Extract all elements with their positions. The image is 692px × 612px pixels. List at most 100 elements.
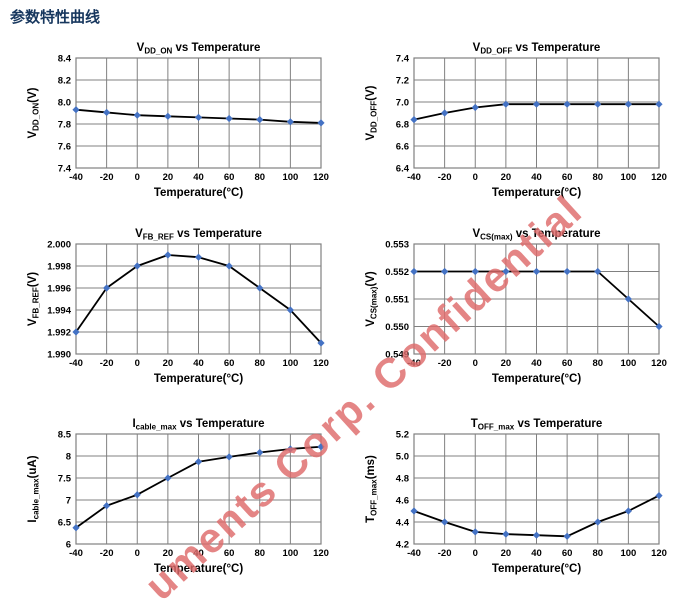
x-tick-label: 20	[163, 358, 174, 369]
plot-area	[413, 243, 660, 355]
y-tick-label: 7.4	[58, 164, 72, 175]
x-tick-label: 100	[620, 358, 636, 369]
x-tick-label: 40	[531, 358, 542, 369]
y-tick-label: 4.6	[396, 496, 409, 507]
x-tick-label: 0	[135, 172, 140, 183]
x-tick-label: -40	[69, 358, 83, 369]
x-tick-label: 40	[193, 358, 204, 369]
chart-vfb-ref: 1.990 1.992 1.994 1.996 1.998 2.000 -40 -20 0 20 4…	[14, 224, 344, 386]
x-axis-label: Temperature(°C)	[492, 187, 582, 199]
chart-vfb-ref-svg: 1.990 1.992 1.994 1.996 1.998 2.000 -40 -20 0 20 4…	[27, 228, 329, 385]
y-tick-label: 7.2	[396, 76, 409, 87]
x-tick-label: 80	[592, 172, 603, 183]
x-tick-label: 20	[163, 172, 174, 183]
data-marker	[286, 445, 294, 453]
x-tick-label: 120	[313, 172, 329, 183]
x-tick-label: 40	[531, 548, 542, 559]
data-marker	[133, 111, 141, 119]
data-marker	[594, 518, 602, 526]
y-axis-label: VCS(max)(V)	[365, 271, 379, 327]
x-tick-label: -20	[100, 358, 114, 369]
data-marker	[103, 284, 111, 292]
data-marker	[103, 108, 111, 117]
data-marker	[225, 453, 233, 461]
data-marker	[594, 100, 602, 108]
chart-vcs-max-svg: 0.549 0.550 0.551 0.552 0.553 -40 -20 0 20 40 60 80…	[365, 228, 667, 385]
x-tick-label: 0	[473, 548, 478, 559]
y-tick-label: 6.8	[396, 120, 409, 131]
y-tick-label: 5.2	[396, 430, 409, 441]
chart-vdd-off-svg: 6.4 6.6 6.8 7.0 7.2 7.4 -40 -20 0 20 40 60 80 100 120 V…	[365, 42, 667, 199]
data-marker	[502, 530, 510, 538]
x-tick-label: 20	[501, 548, 512, 559]
data-marker	[410, 116, 418, 124]
data-marker	[441, 109, 449, 117]
data-marker	[441, 518, 449, 526]
x-tick-label: 0	[135, 358, 140, 369]
datasheet-page: { "page": { "heading": "参数特性曲线" }, "wate…	[10, 9, 682, 610]
y-tick-label: 6.5	[58, 518, 72, 529]
chart-vcs-max: 0.549 0.550 0.551 0.552 0.553 -40 -20 0 20 40 60 80…	[352, 224, 682, 386]
y-tick-label: 4.8	[396, 474, 409, 485]
data-marker	[194, 458, 203, 466]
data-marker	[471, 528, 479, 536]
x-tick-label: 80	[592, 358, 603, 369]
x-tick-label: 120	[651, 548, 667, 559]
y-tick-label: 0.552	[385, 267, 409, 278]
data-marker	[317, 339, 325, 347]
data-marker	[532, 100, 541, 108]
x-tick-label: -40	[69, 172, 83, 183]
plot-area	[75, 433, 322, 545]
y-tick-label: 1.990	[47, 350, 71, 361]
data-marker	[133, 491, 141, 499]
x-tick-label: -40	[69, 548, 83, 559]
page-title: 参数特性曲线	[10, 9, 101, 26]
y-tick-label: 7.0	[396, 98, 409, 109]
x-tick-label: 100	[282, 548, 298, 559]
chart-title: VDD_ON vs Temperature	[137, 42, 261, 56]
x-tick-label: 60	[562, 548, 573, 559]
x-axis-label: Temperature(°C)	[492, 373, 582, 385]
data-marker	[624, 100, 632, 108]
chart-vdd-off: 6.4 6.6 6.8 7.0 7.2 7.4 -40 -20 0 20 40 60 80 100 120 V…	[352, 38, 682, 200]
data-marker	[256, 284, 264, 292]
chart-vdd-on: 7.4 7.6 7.8 8.0 8.2 8.4 -40 -20 0 20 40 60 80 100 120 V…	[14, 38, 344, 200]
y-tick-label: 5.0	[396, 452, 409, 463]
chart-title: VCS(max) vs Temperature	[472, 228, 600, 242]
data-marker	[532, 267, 541, 276]
chart-title: VFB_REF vs Temperature	[135, 228, 262, 242]
data-marker	[502, 267, 510, 276]
y-axis-label: VDD_OFF(V)	[365, 85, 379, 140]
data-marker	[256, 448, 264, 457]
x-tick-label: 100	[282, 172, 298, 183]
data-marker	[317, 119, 325, 127]
data-marker	[563, 100, 571, 108]
chart-title: Icable_max vs Temperature	[132, 418, 264, 432]
y-axis-label: VFB_REF(V)	[27, 272, 41, 326]
x-tick-label: 60	[224, 172, 235, 183]
data-marker	[72, 328, 80, 336]
y-tick-label: 2.000	[47, 240, 71, 251]
data-marker	[164, 251, 172, 259]
y-tick-label: 8.2	[58, 76, 71, 87]
x-tick-label: -20	[438, 172, 452, 183]
chart-toff-max-svg: 4.2 4.4 4.6 4.8 5.0 5.2 -40 -20 0 20 40 60 80 100 120 T…	[365, 418, 667, 575]
y-tick-label: 6	[66, 540, 71, 551]
x-tick-label: 60	[562, 172, 573, 183]
y-tick-label: 7.5	[58, 474, 72, 485]
data-marker	[286, 118, 294, 126]
y-tick-label: 1.994	[47, 306, 71, 317]
x-tick-label: 120	[651, 358, 667, 369]
y-tick-label: 1.998	[47, 262, 71, 273]
x-tick-label: -40	[407, 358, 421, 369]
data-marker	[225, 114, 233, 123]
x-tick-label: 120	[313, 358, 329, 369]
data-marker	[103, 502, 111, 510]
chart-title: VDD_OFF vs Temperature	[473, 42, 601, 56]
x-tick-label: 80	[254, 358, 265, 369]
x-tick-label: -40	[407, 548, 421, 559]
data-marker	[133, 262, 141, 270]
x-tick-label: 100	[620, 172, 636, 183]
data-marker	[194, 113, 203, 121]
x-tick-label: 60	[224, 548, 235, 559]
